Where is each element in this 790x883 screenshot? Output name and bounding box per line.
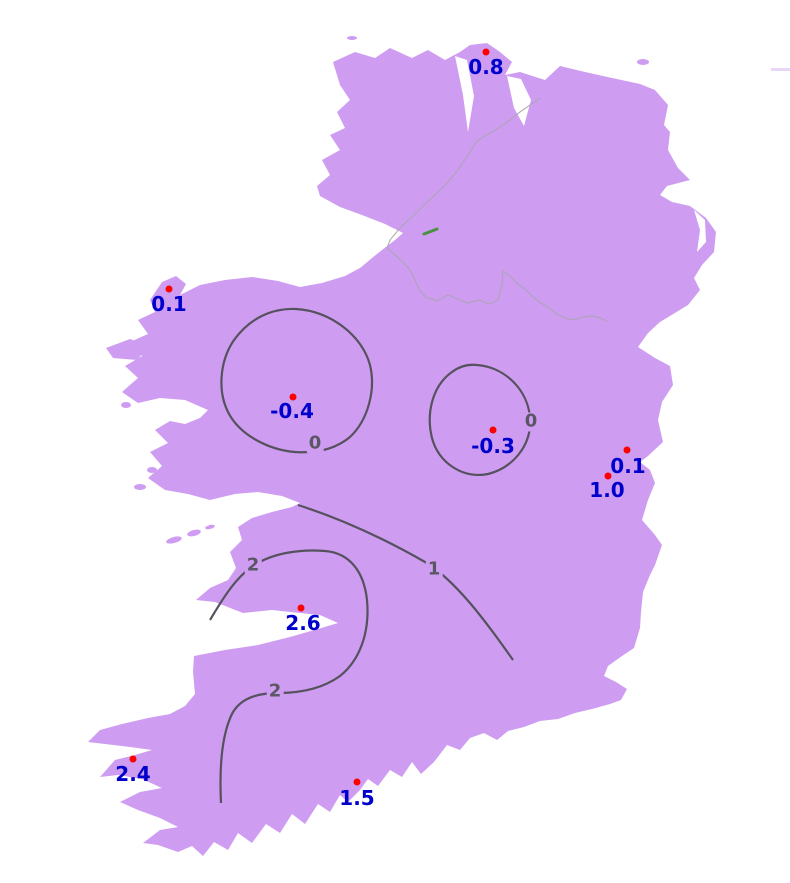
lough-swilly-inlet	[455, 56, 474, 132]
aran-island	[205, 524, 215, 530]
station-dot	[604, 472, 612, 480]
station-value-label: 2.6	[285, 611, 321, 635]
contour-level-label: 0	[306, 432, 324, 454]
tory-island	[347, 36, 357, 40]
station-dot	[489, 426, 497, 434]
station-dot	[297, 604, 305, 612]
clare-island	[121, 402, 131, 408]
lough-foyle-inlet	[507, 76, 531, 126]
ireland-landmass	[88, 43, 716, 856]
distant-scottish-coast	[771, 68, 790, 71]
contour-level-label: 2	[266, 680, 284, 702]
station-dot	[353, 778, 361, 786]
station-dot	[623, 446, 631, 454]
station-dot	[289, 393, 297, 401]
station-value-label: 2.4	[115, 762, 151, 786]
station-value-label: 0.1	[151, 292, 187, 316]
contour-level-label: 0	[522, 410, 540, 432]
station-value-label: -0.3	[471, 434, 515, 458]
connemara-islet	[134, 484, 146, 490]
contour-level-label: 1	[425, 558, 443, 580]
station-value-label: 0.1	[610, 454, 646, 478]
internal-border-line	[386, 97, 608, 322]
strangford-lough-inlet	[694, 210, 706, 252]
station-dot	[129, 755, 137, 763]
station-value-label: 0.8	[468, 55, 504, 79]
aran-island	[187, 529, 201, 537]
cork-harbour-inlet	[386, 780, 404, 816]
connemara-islet	[147, 467, 157, 473]
station-dot	[165, 285, 173, 293]
contour-line-one	[297, 503, 514, 661]
station-dot	[482, 48, 490, 56]
contour-line-zero-east	[428, 363, 532, 476]
station-value-label: -0.4	[270, 399, 314, 423]
green-border-segment	[422, 227, 439, 236]
contour-level-label: 2	[244, 554, 262, 576]
station-value-label: 1.5	[339, 786, 375, 810]
connemara-islet	[164, 452, 172, 458]
rathlin-island	[637, 59, 649, 65]
contour-line-zero-west	[220, 307, 374, 454]
achill-island	[106, 339, 149, 360]
aran-island	[166, 536, 182, 544]
station-value-label: 1.0	[589, 478, 625, 502]
